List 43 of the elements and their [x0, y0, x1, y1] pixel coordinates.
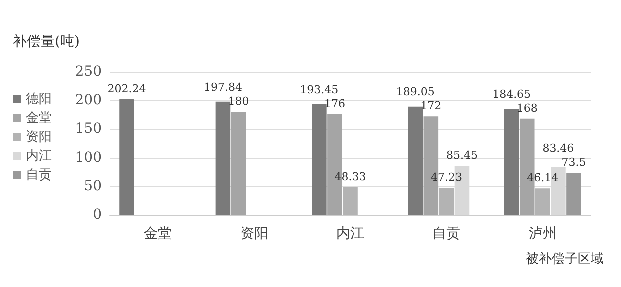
- data-label: 202.24: [108, 82, 146, 96]
- data-label: 46.14: [527, 172, 559, 185]
- y-tick-label: 50: [84, 178, 102, 194]
- legend-label: 自贡: [26, 168, 52, 183]
- data-label: 176: [324, 97, 346, 110]
- data-label: 184.65: [492, 88, 532, 101]
- data-label: 189.05: [396, 86, 435, 99]
- legend-label: 金堂: [26, 111, 52, 126]
- data-label: 73.5: [562, 156, 586, 169]
- bar: [216, 102, 231, 215]
- data-label: 48.33: [334, 170, 366, 184]
- bar: [439, 188, 454, 215]
- bar: [504, 109, 520, 215]
- data-label: 85.45: [446, 149, 478, 162]
- bar: [343, 187, 358, 215]
- data-label: 47.23: [430, 170, 462, 184]
- x-tick-label: 金堂: [144, 226, 172, 242]
- data-label: 180: [228, 95, 250, 108]
- legend-label: 德阳: [26, 92, 52, 107]
- data-label: 83.46: [542, 142, 574, 155]
- y-tick-label: 0: [93, 207, 102, 223]
- data-label: 172: [420, 100, 442, 113]
- x-tick-label: 内江: [336, 226, 364, 242]
- x-tick-label: 泸州: [528, 226, 557, 242]
- data-label: 193.45: [300, 83, 339, 96]
- y-axis-title: 补偿量(吨): [13, 34, 80, 50]
- y-tick-label: 150: [75, 121, 102, 138]
- x-axis-title: 被补偿子区域: [526, 252, 604, 267]
- x-tick-label: 资阳: [240, 226, 268, 242]
- bar: [536, 188, 550, 215]
- bar: [566, 172, 582, 215]
- data-label: 168: [516, 102, 538, 115]
- legend-label: 内江: [26, 149, 52, 164]
- bar: [231, 112, 246, 215]
- y-tick-label: 250: [75, 64, 102, 80]
- bar: [120, 99, 134, 215]
- bar: [312, 104, 327, 215]
- y-tick-label: 100: [75, 150, 102, 166]
- data-label: 197.84: [204, 81, 242, 94]
- y-tick-label: 200: [75, 92, 102, 109]
- legend-label: 资阳: [26, 130, 52, 145]
- x-tick-label: 自贡: [432, 226, 461, 242]
- bar: [408, 106, 424, 215]
